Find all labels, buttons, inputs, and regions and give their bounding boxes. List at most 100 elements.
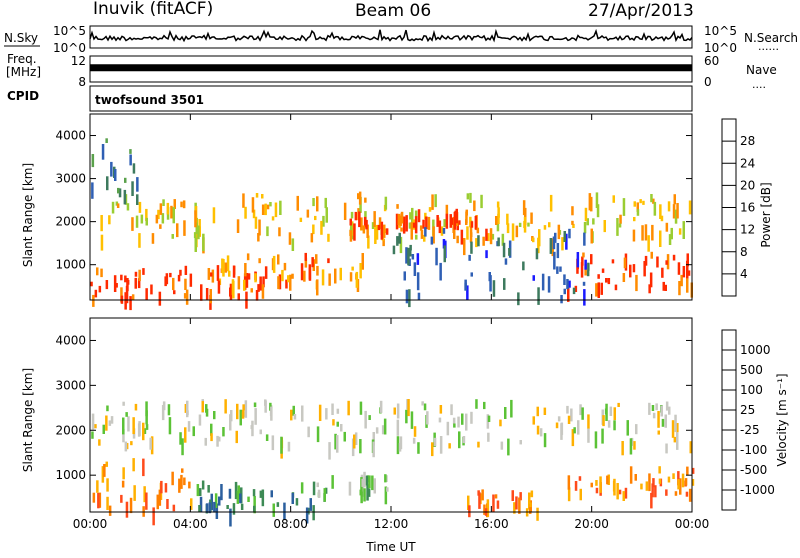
velocity-echo-cell [651,405,655,411]
power-echo-cell [400,227,403,232]
power-echo-cell [138,233,141,248]
power-echo-cell [349,230,353,242]
velocity-echo-cell [465,413,468,431]
power-echo-cell [680,274,683,287]
power-echo-cell [134,277,137,289]
power-echo-cell [396,236,399,246]
velocity-echo-cell [676,432,679,450]
velocity-echo-cell [106,496,109,510]
velocity-echo-cell [292,405,295,416]
velocity-ytick-label: 2000 [55,423,86,437]
power-echo-cell [549,238,553,254]
velocity-echo-cell [181,468,184,473]
velocity-echo-cell [160,480,163,494]
power-echo-cell [367,235,370,249]
velocity-echo-cell [557,416,561,422]
power-echo-cell [159,224,162,229]
power-echo-cell [460,229,464,245]
velocity-echo-cell [467,495,470,510]
power-echo-cell [458,220,461,225]
velocity-echo-cell [393,407,396,415]
power-echo-cell [129,149,132,154]
velocity-echo-cell [461,413,464,425]
velocity-echo-cell [578,476,582,481]
velocity-echo-cell [606,475,609,485]
power-echo-cell [581,256,584,266]
frequency-left-tick-bottom: 8 [78,75,86,89]
velocity-echo-cell [125,501,129,518]
power-echo-cell [114,169,117,181]
velocity-echo-cell [235,430,238,444]
power-echo-cell [469,226,473,243]
station-title: Inuvik (fitACF) [93,0,213,19]
velocity-echo-cell [645,481,649,491]
power-echo-cell [470,272,473,277]
power-echo-cell [355,271,359,288]
power-echo-cell [183,293,187,299]
power-echo-cell [422,219,425,229]
velocity-echo-cell [372,441,375,458]
power-echo-cell [616,218,619,236]
power-echo-cell [396,204,399,209]
velocity-echo-cell [127,416,130,432]
power-echo-cell [423,234,426,242]
power-echo-cell [583,289,586,306]
velocity-echo-cell [220,484,223,501]
velocity-echo-cell [539,428,543,437]
power-echo-cell [197,225,200,240]
power-echo-cell [603,220,606,233]
velocity-echo-cell [661,418,665,427]
velocity-echo-cell [300,482,304,494]
velocity-echo-cell [102,424,105,434]
power-echo-cell [395,213,399,230]
power-echo-cell [358,211,361,228]
power-echo-cell [281,269,284,282]
power-colorbar-tick-label: 28 [740,134,755,148]
power-echo-cell [501,233,505,246]
velocity-echo-cell [384,474,387,483]
power-echo-cell [568,280,571,288]
velocity-echo-cell [218,436,221,442]
velocity-echo-cell [264,400,267,413]
velocity-echo-cell [519,440,522,445]
power-echo-cell [409,244,412,251]
power-echo-cell [653,201,657,216]
power-echo-cell [288,232,292,245]
power-echo-cell [407,247,410,266]
power-echo-cell [383,224,386,238]
power-echo-cell [237,276,241,290]
velocity-echo-cell [229,508,232,527]
velocity-echo-cell [365,475,369,486]
power-echo-cell [556,243,560,259]
velocity-echo-cell [577,420,580,435]
velocity-echo-cell [640,483,643,490]
velocity-echo-cell [290,409,293,421]
power-echo-cell [145,217,148,226]
velocity-echo-cell [457,416,460,428]
power-echo-cell [162,199,165,206]
power-echo-cell [643,261,646,277]
power-echo-cell [430,236,434,245]
power-echo-cell [287,275,290,283]
power-echo-cell [470,241,473,254]
velocity-echo-cell [487,415,491,422]
velocity-colorbar: -1000 -500 -100 -25 25 100 500 1000 [721,329,775,511]
velocity-echo-cell [431,442,434,457]
power-echo-cell [592,218,595,225]
velocity-echo-cell [685,491,689,497]
velocity-echo-cell [587,414,590,429]
velocity-echo-cell [602,415,605,427]
power-echo-cell [211,269,215,283]
power-echo-cell [563,274,566,285]
power-echo-cell [636,202,639,212]
power-echo-cell [266,204,270,210]
velocity-echo-cell [410,411,414,429]
power-echo-cell [497,213,500,224]
power-echo-cell [402,216,406,234]
power-echo-cell [283,262,287,271]
power-echo-cell [556,266,559,274]
beam-title: Beam 06 [355,1,431,21]
power-echo-cell [124,275,127,283]
velocity-echo-cell [264,399,267,406]
power-echo-cell [285,279,288,289]
